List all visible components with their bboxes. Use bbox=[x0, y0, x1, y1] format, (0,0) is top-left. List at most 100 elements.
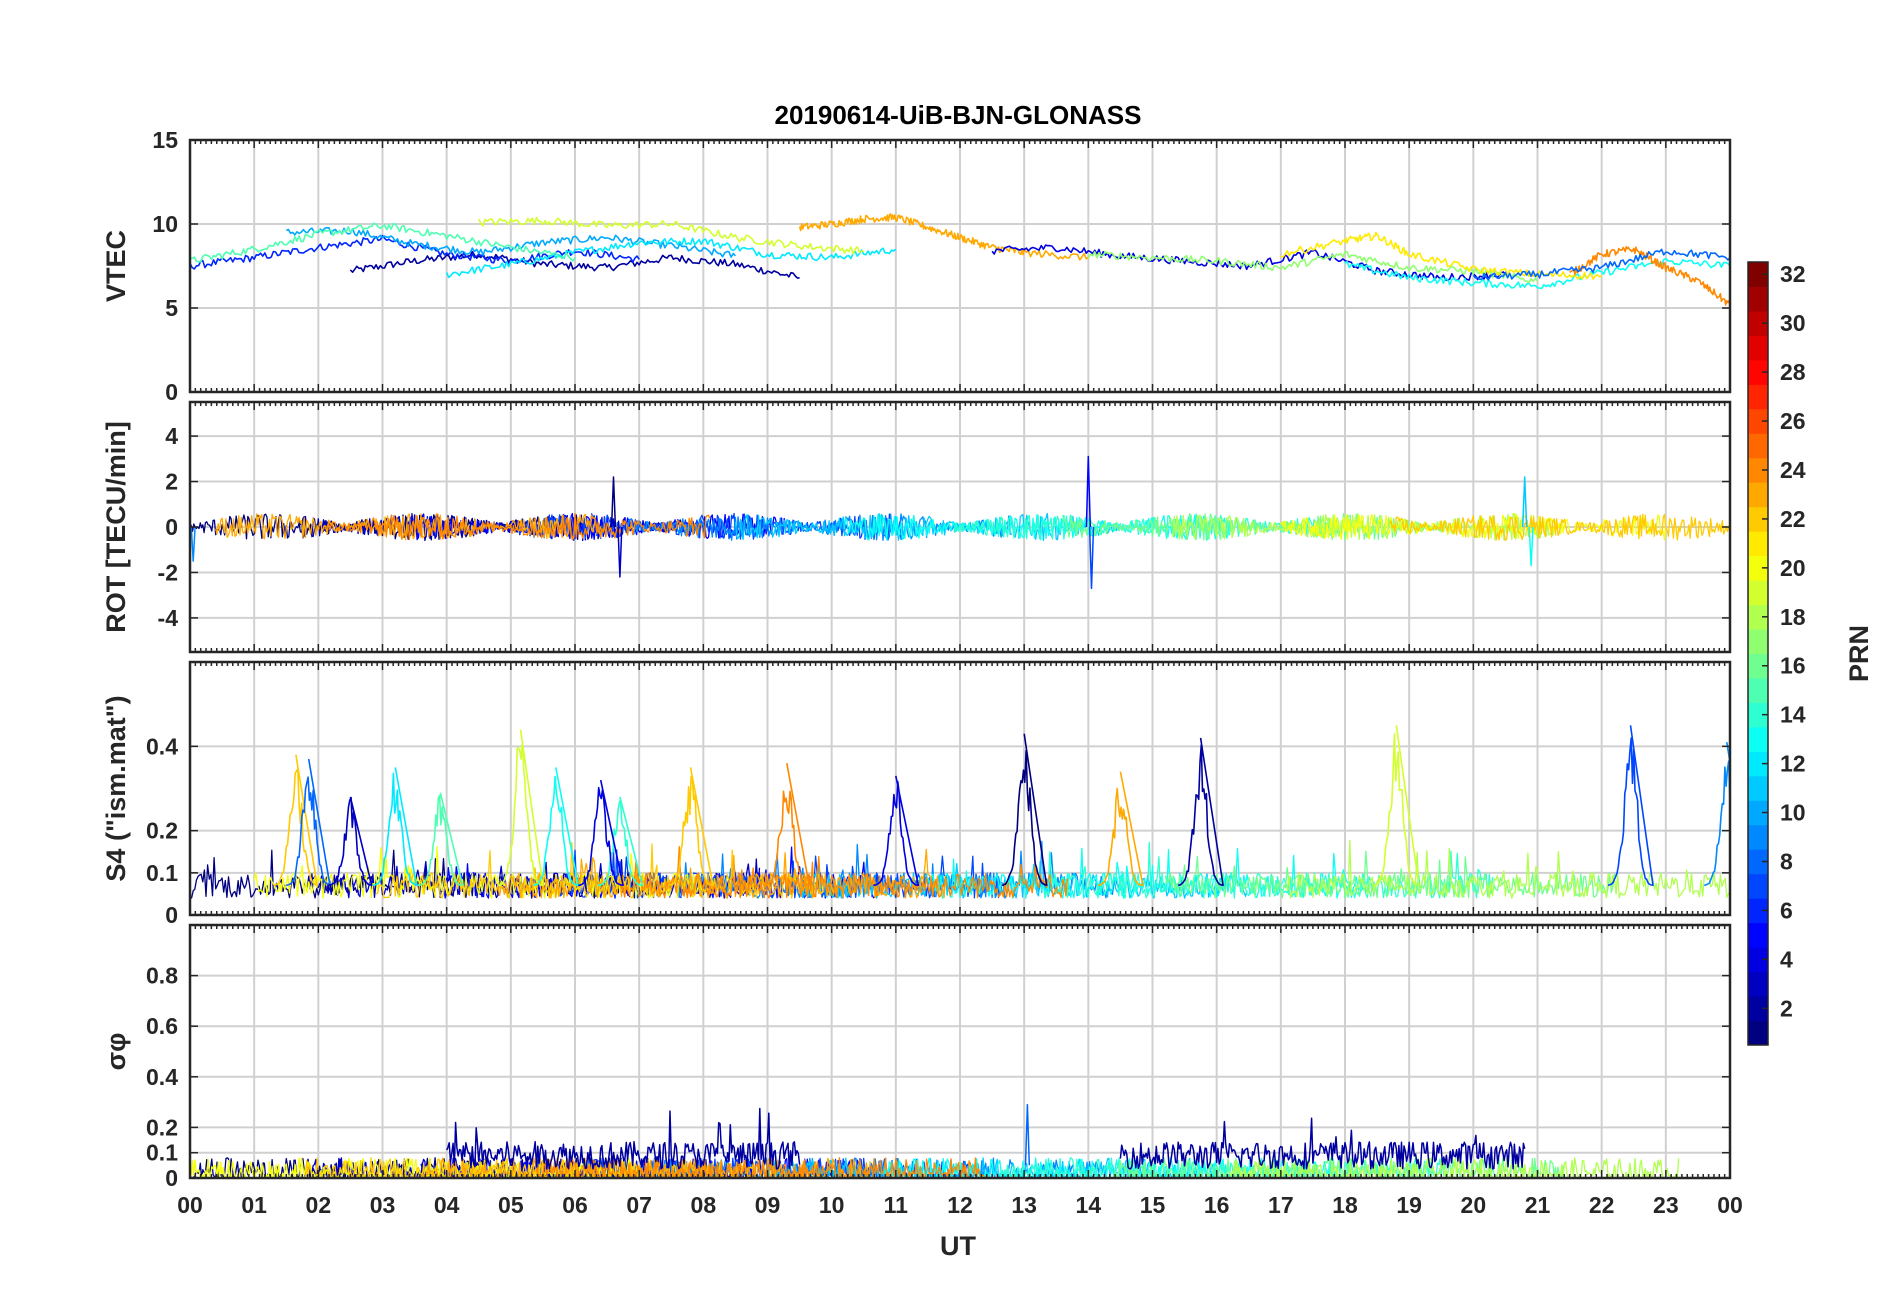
colorbar-segment bbox=[1748, 384, 1768, 410]
rot-series-prn-22 bbox=[1389, 513, 1730, 541]
colorbar-tick-label: 10 bbox=[1780, 800, 1806, 826]
colorbar-segment bbox=[1748, 898, 1768, 924]
colorbar-tick-label: 22 bbox=[1780, 506, 1806, 532]
colorbar-segment bbox=[1748, 580, 1768, 606]
y-tick-label: 0.2 bbox=[146, 818, 178, 844]
colorbar-tick-label: 16 bbox=[1780, 653, 1806, 679]
colorbar-segment bbox=[1748, 873, 1768, 899]
colorbar-segment bbox=[1748, 482, 1768, 508]
colorbar-segment bbox=[1748, 996, 1768, 1022]
y-tick-label: 2 bbox=[165, 469, 178, 495]
x-tick-label: 16 bbox=[1204, 1192, 1230, 1218]
y-tick-label: -4 bbox=[158, 605, 179, 631]
colorbar-segment bbox=[1748, 335, 1768, 361]
panel-vtec: 0 5 10 15 VTEC bbox=[101, 127, 1732, 405]
vtec-series-prn-21 bbox=[1280, 231, 1602, 280]
x-tick-label: 07 bbox=[626, 1192, 652, 1218]
s4-peak-prn-2 bbox=[1178, 737, 1224, 887]
s4-peak-prn-19 bbox=[497, 729, 544, 887]
x-tick-label: 14 bbox=[1076, 1192, 1102, 1218]
s4-peak-prn-13 bbox=[533, 767, 579, 887]
colorbar-tick-label: 26 bbox=[1780, 408, 1806, 434]
colorbar-segment bbox=[1748, 604, 1768, 630]
y-tick-label: 0 bbox=[165, 1165, 178, 1191]
x-tick-label: 11 bbox=[884, 1192, 909, 1218]
y-axis-label-sigma_phi: σφ bbox=[101, 1033, 131, 1071]
sigma-elevated-prn-2 bbox=[446, 1107, 801, 1170]
x-tick-label: 01 bbox=[241, 1192, 267, 1218]
s4-traces bbox=[190, 725, 1730, 899]
y-tick-label: 0.1 bbox=[146, 860, 178, 886]
colorbar-tick-label: 28 bbox=[1780, 359, 1806, 385]
colorbar-segment bbox=[1748, 702, 1768, 728]
vtec-series-prn-6 bbox=[190, 234, 640, 270]
rot-spike bbox=[617, 526, 623, 578]
panel-sigma_phi: 00.10.2 0.4 0.6 0.8 σφ bbox=[101, 923, 1732, 1191]
vtec-series-prn-8 bbox=[1472, 248, 1730, 281]
x-tick-labels: 00 01 02 03 04 05 06 07 08 09 10 11 12 13 14 15 16 17 18 19… bbox=[177, 1192, 1743, 1218]
rot-spike bbox=[1528, 526, 1534, 567]
colorbar-segment bbox=[1748, 971, 1768, 997]
s4-peak-prn-22 bbox=[667, 767, 714, 887]
y-tick-label: 0 bbox=[165, 379, 178, 405]
sigma-series-prn-24 bbox=[535, 1157, 986, 1178]
x-tick-label: 00 bbox=[177, 1192, 203, 1218]
x-tick-label: 04 bbox=[434, 1192, 460, 1218]
s4-peak-prn-4 bbox=[873, 775, 920, 887]
colorbar-segment bbox=[1748, 506, 1768, 532]
panel-s4: 0 0.1 0.2 0.4 S4 ("ism.mat") bbox=[101, 660, 1732, 928]
colorbar-segment bbox=[1748, 947, 1768, 973]
s4-peak-prn-19 bbox=[1373, 725, 1420, 887]
rot-spike bbox=[1088, 526, 1095, 590]
s4-series-prn-22 bbox=[375, 841, 824, 899]
s4-peak-prn-15 bbox=[417, 792, 464, 887]
x-tick-label: 17 bbox=[1268, 1192, 1294, 1218]
colorbar-segment bbox=[1748, 629, 1768, 654]
colorbar-tick-label: 20 bbox=[1780, 555, 1806, 581]
colorbar-frame bbox=[1747, 261, 1769, 1046]
rot-spike bbox=[1085, 455, 1092, 528]
x-tick-label: 20 bbox=[1461, 1192, 1487, 1218]
y-tick-label: 10 bbox=[152, 211, 178, 237]
colorbar-tick-label: 24 bbox=[1780, 457, 1806, 483]
rot-series-prn-24 bbox=[324, 513, 711, 541]
colorbar-segment bbox=[1748, 824, 1768, 850]
colorbar-segment bbox=[1748, 262, 1768, 287]
x-tick-label: 22 bbox=[1589, 1192, 1615, 1218]
x-tick-label: 09 bbox=[755, 1192, 781, 1218]
vtec-series-prn-10 bbox=[285, 227, 737, 258]
y-axis-label-rot: ROT [TECU/min] bbox=[101, 421, 131, 632]
y-tick-label: 0.4 bbox=[146, 733, 178, 759]
chart-title: 20190614-UiB-BJN-GLONASS bbox=[774, 100, 1141, 130]
x-tick-label: 06 bbox=[562, 1192, 588, 1218]
s4-peak-prn-8 bbox=[286, 758, 331, 887]
colorbar-segment bbox=[1748, 408, 1768, 434]
x-tick-label: 03 bbox=[370, 1192, 396, 1218]
s4-peak-prn-4 bbox=[578, 779, 624, 887]
colorbar-segment bbox=[1748, 531, 1768, 557]
x-tick-label: 18 bbox=[1332, 1192, 1358, 1218]
y-axis-label-vtec: VTEC bbox=[101, 230, 131, 302]
s4-peak-prn-7 bbox=[1607, 725, 1654, 887]
y-tick-label: 0.1 bbox=[146, 1140, 178, 1166]
colorbar-segment bbox=[1748, 775, 1768, 801]
colorbar-segment bbox=[1748, 677, 1768, 703]
s4-series-prn-18 bbox=[1286, 839, 1730, 899]
s4-peak-prn-9 bbox=[1704, 741, 1730, 887]
rot-traces bbox=[190, 455, 1730, 590]
colorbar-tick-label: 6 bbox=[1780, 897, 1793, 923]
colorbar-tick-label: 12 bbox=[1780, 751, 1806, 777]
s4-series-prn-24 bbox=[619, 845, 1069, 899]
colorbar-tick-label: 4 bbox=[1780, 946, 1793, 972]
vtec-series-prn-19 bbox=[478, 216, 864, 255]
colorbar-segment bbox=[1748, 726, 1768, 752]
sigma-series-prn-18 bbox=[1228, 1157, 1680, 1178]
panel-rot: -4 -2 0 2 4 ROT [TECU/min] bbox=[101, 400, 1732, 654]
rot-spike bbox=[610, 476, 617, 528]
rot-series-prn-20 bbox=[1280, 513, 1667, 541]
vtec-series-prn-12 bbox=[445, 237, 897, 279]
s4-peak-prn-24 bbox=[764, 763, 810, 887]
colorbar-segment bbox=[1748, 359, 1768, 385]
x-tick-label: 10 bbox=[819, 1192, 845, 1218]
x-tick-label: 12 bbox=[947, 1192, 973, 1218]
